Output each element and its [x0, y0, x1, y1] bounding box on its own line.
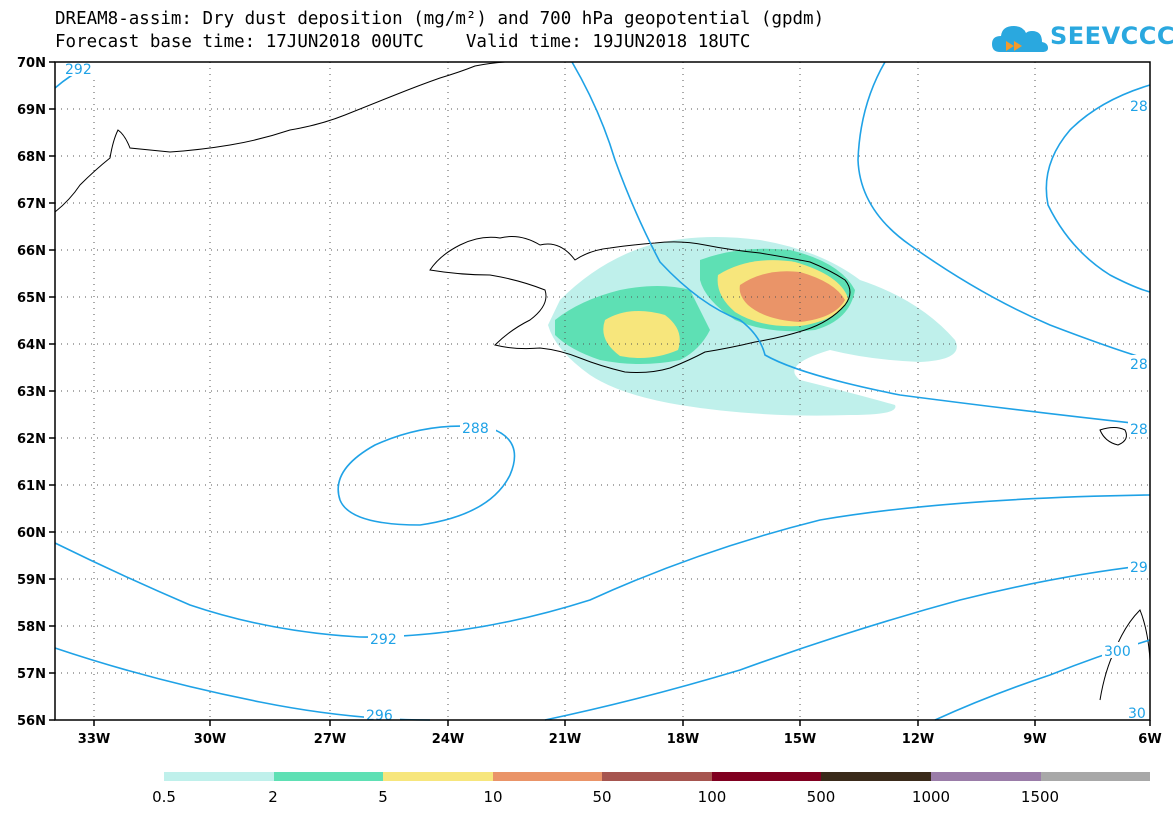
lon-label: 33W	[78, 732, 110, 747]
contour-north-b	[857, 61, 1151, 361]
legend-tick: 1500	[1020, 788, 1060, 806]
legend-tick: 1000	[911, 788, 951, 806]
coastlines	[54, 61, 1151, 720]
lon-label: 12W	[902, 732, 934, 747]
lon-label: 15W	[784, 732, 816, 747]
lon-label: 30W	[194, 732, 226, 747]
map-title: DREAM8-assim: Dry dust deposition (mg/m²…	[55, 9, 825, 29]
faroe-islands-coast	[1099, 427, 1127, 446]
lat-label: 61N	[17, 479, 46, 494]
legend-tick: 2	[268, 788, 278, 806]
latitude-labels: 56N 57N 58N 59N 60N 61N 62N 63N 64N 65N …	[17, 56, 46, 729]
contour-label: 30	[1128, 706, 1146, 722]
lat-label: 62N	[17, 432, 46, 447]
map-subtitle: Forecast base time: 17JUN2018 00UTC Vali…	[55, 32, 751, 52]
legend-swatch	[711, 772, 822, 781]
contour-label: 29	[1130, 560, 1148, 576]
cloud-logo-icon	[992, 26, 1048, 52]
contour-label: 28	[1130, 99, 1148, 115]
lat-label: 65N	[17, 291, 46, 306]
legend-swatch	[273, 772, 384, 781]
contour-label: 28	[1130, 422, 1148, 438]
contour-label: 300	[1104, 644, 1131, 660]
grid-lines	[55, 62, 1150, 720]
lat-label: 68N	[17, 150, 46, 165]
legend-swatch	[164, 772, 274, 781]
lat-label: 60N	[17, 526, 46, 541]
contour-288-low	[337, 425, 516, 526]
dust-area-10	[739, 271, 845, 322]
lat-label: 66N	[17, 244, 46, 259]
contour-292-mid	[54, 494, 1151, 638]
legend-swatch	[602, 772, 712, 781]
lat-label: 70N	[17, 56, 46, 71]
lat-label: 63N	[17, 385, 46, 400]
legend-swatch	[930, 772, 1041, 781]
lat-label: 64N	[17, 338, 46, 353]
iceland-coast	[429, 236, 851, 373]
lon-label: 24W	[432, 732, 464, 747]
lon-label: 6W	[1138, 732, 1161, 747]
contour-labels: 292 288 292 296 28 28 28 29 300 30	[63, 62, 1150, 724]
dust-area-low	[548, 236, 957, 416]
legend-tick: 0.5	[152, 788, 176, 806]
scotland-coast	[1099, 609, 1151, 720]
lat-label: 59N	[17, 573, 46, 588]
lat-label: 58N	[17, 620, 46, 635]
color-legend	[164, 772, 1151, 781]
lon-label: 27W	[314, 732, 346, 747]
dust-area-5	[603, 311, 680, 358]
contour-north-a	[571, 61, 1151, 426]
legend-tick: 50	[592, 788, 612, 806]
legend-swatch	[492, 772, 603, 781]
lon-label: 18W	[667, 732, 699, 747]
lon-label: 9W	[1023, 732, 1046, 747]
legend-swatch	[821, 772, 931, 781]
axis-ticks	[49, 61, 1151, 726]
greenland-coast	[54, 61, 506, 213]
contour-label: 296	[366, 708, 393, 724]
legend-tick: 500	[806, 788, 836, 806]
contour-label: 292	[65, 62, 92, 78]
contour-label: 28	[1130, 357, 1148, 373]
legend-tick: 5	[378, 788, 388, 806]
longitude-labels: 33W 30W 27W 24W 21W 18W 15W 12W 9W 6W	[78, 732, 1162, 747]
legend-tick: 100	[697, 788, 727, 806]
dust-deposition-field	[548, 236, 957, 416]
logo-text: SEEVCCC	[1050, 22, 1175, 50]
contour-label: 288	[462, 421, 489, 437]
contour-north-c	[1045, 84, 1151, 293]
lat-label: 56N	[17, 714, 46, 729]
contour-label: 292	[370, 632, 397, 648]
legend-tick: 10	[483, 788, 503, 806]
lat-label: 69N	[17, 103, 46, 118]
legend-swatch	[1040, 772, 1151, 781]
legend-swatch	[383, 772, 493, 781]
geopotential-contours	[54, 61, 1151, 721]
lat-label: 57N	[17, 667, 46, 682]
contour-south-a	[544, 564, 1151, 721]
lon-label: 21W	[549, 732, 581, 747]
lat-label: 67N	[17, 197, 46, 212]
